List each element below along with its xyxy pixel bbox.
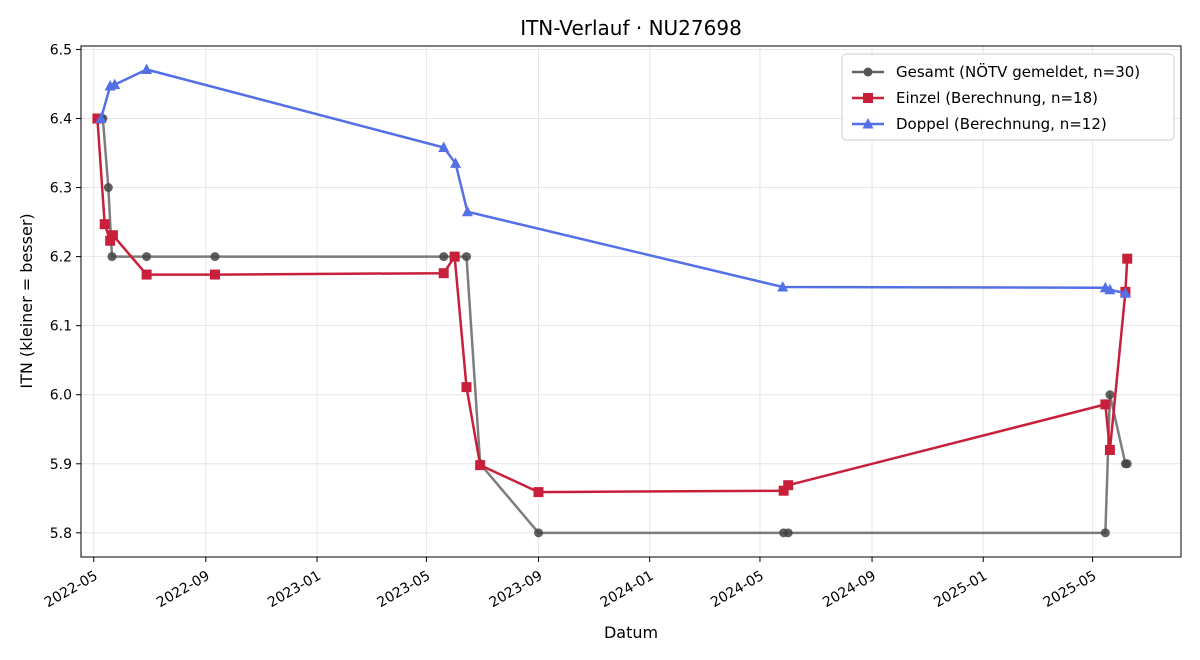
data-point-doppel	[95, 112, 107, 124]
x-tick-label: 2025-01	[931, 568, 990, 611]
y-axis: 5.8 5.9 6.0 6.1 6.2 6.3 6.4 6.5	[50, 42, 81, 542]
data-point-einzel	[461, 382, 472, 393]
data-point-doppel	[109, 78, 121, 90]
data-point-einzel	[99, 219, 110, 230]
chart-title: ITN-Verlauf · NU27698	[520, 16, 742, 40]
data-point-einzel	[449, 251, 460, 262]
data-point-einzel	[533, 487, 544, 498]
data-point-einzel	[209, 269, 220, 280]
x-tick-label: 2024-05	[708, 568, 767, 611]
legend-swatches	[852, 67, 884, 129]
y-tick-label: 6.3	[50, 181, 72, 197]
data-point-gesamt	[107, 252, 117, 262]
y-tick-label: 6.0	[50, 388, 72, 404]
data-point-einzel	[1100, 399, 1111, 410]
data-point-gesamt	[210, 252, 220, 262]
y-tick-label: 6.5	[50, 42, 72, 58]
data-point-einzel	[438, 268, 449, 279]
x-axis-label: Datum	[604, 623, 658, 642]
data-point-gesamt	[439, 252, 449, 262]
x-tick-label: 2023-05	[375, 568, 434, 611]
data-point-gesamt	[1122, 459, 1132, 469]
data-point-gesamt	[1105, 390, 1115, 400]
y-tick-label: 6.1	[50, 319, 72, 335]
x-tick-label: 2022-05	[42, 568, 101, 611]
series-layer	[92, 63, 1133, 538]
x-tick-label: 2024-09	[820, 568, 879, 611]
legend: Gesamt (NÖTV gemeldet, n=30) Einzel (Ber…	[841, 53, 1175, 141]
data-point-einzel	[778, 485, 789, 496]
x-tick-label: 2024-01	[598, 568, 657, 611]
legend-marker-gesamt	[863, 67, 873, 77]
data-point-doppel	[1119, 287, 1131, 298]
x-tick-label: 2023-01	[265, 568, 324, 611]
data-point-doppel	[438, 141, 450, 153]
x-tick-label: 2023-09	[487, 568, 546, 611]
series-einzel	[92, 113, 1133, 498]
series-doppel	[95, 63, 1131, 298]
data-point-gesamt	[1100, 528, 1110, 538]
data-point-doppel	[450, 157, 462, 168]
data-point-doppel	[461, 205, 473, 217]
data-point-gesamt	[462, 252, 472, 262]
legend-label-doppel: Doppel (Berechnung, n=12)	[896, 115, 1107, 133]
data-point-doppel	[1104, 283, 1116, 295]
legend-label-gesamt: Gesamt (NÖTV gemeldet, n=30)	[896, 62, 1140, 81]
x-tick-label: 2022-09	[154, 568, 213, 611]
data-point-einzel	[783, 480, 794, 491]
data-point-einzel	[1122, 253, 1133, 264]
legend-marker-doppel	[862, 118, 874, 129]
plot-area-frame	[80, 45, 1182, 558]
data-point-gesamt	[783, 528, 793, 538]
x-tick-label: 2025-05	[1041, 568, 1100, 611]
series-line-einzel	[96, 118, 1129, 494]
legend-marker-einzel	[863, 93, 873, 103]
series-line-gesamt	[97, 117, 1128, 535]
y-tick-label: 6.4	[50, 112, 72, 128]
data-point-einzel	[475, 460, 486, 471]
y-tick-label: 6.2	[50, 250, 72, 266]
y-axis-label: ITN (kleiner = besser)	[17, 213, 36, 388]
data-point-einzel	[105, 235, 116, 246]
legend-label-einzel: Einzel (Berechnung, n=18)	[896, 89, 1098, 107]
data-point-einzel	[92, 113, 103, 124]
legend-box	[841, 53, 1175, 141]
data-point-gesamt	[103, 183, 113, 193]
y-tick-label: 5.8	[50, 526, 72, 542]
data-point-gesamt	[142, 252, 152, 262]
data-point-einzel	[1104, 444, 1115, 455]
data-point-doppel	[777, 280, 789, 292]
data-point-gesamt	[533, 528, 543, 538]
data-point-doppel	[141, 63, 153, 74]
data-point-einzel	[107, 230, 118, 241]
y-tick-label: 5.9	[50, 457, 72, 473]
data-point-einzel	[141, 269, 152, 280]
grid	[81, 46, 1181, 557]
x-axis: 2022-05 2022-09 2023-01 2023-05 2023-09 2024-…	[42, 557, 1100, 611]
